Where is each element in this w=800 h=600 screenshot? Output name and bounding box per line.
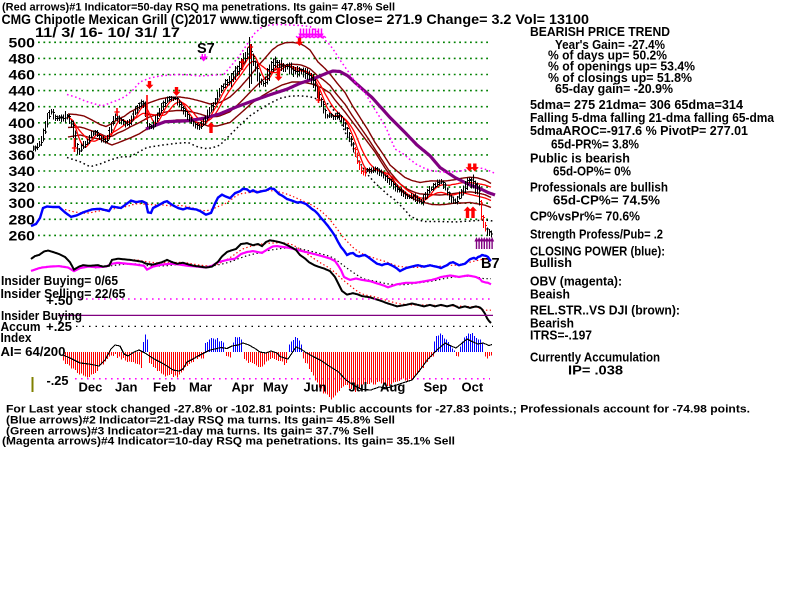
- svg-text:Jan: Jan: [115, 380, 137, 395]
- svg-text:65d-CP%= 74.5%: 65d-CP%= 74.5%: [553, 193, 660, 208]
- svg-text:(Magenta arrows)#4 Indicator=1: (Magenta arrows)#4 Indicator=10-day RSQ …: [2, 436, 455, 448]
- svg-text:Beaish: Beaish: [530, 287, 570, 302]
- svg-text:460: 460: [9, 68, 36, 83]
- svg-text:Dec: Dec: [79, 380, 103, 395]
- svg-text:Public is bearish: Public is bearish: [530, 151, 630, 166]
- svg-text:Professionals are bullish: Professionals are bullish: [530, 180, 668, 195]
- svg-text:% of openings up= 53.4%: % of openings up= 53.4%: [548, 59, 695, 74]
- svg-text:Currently Accumulation: Currently Accumulation: [530, 350, 660, 365]
- svg-text:Bullish: Bullish: [530, 255, 572, 270]
- svg-text:500: 500: [9, 35, 36, 50]
- svg-text:380: 380: [9, 132, 36, 147]
- svg-text:Strength Profess/Pub= .2: Strength Profess/Pub= .2: [530, 227, 663, 242]
- svg-text:Insider Selling= 22/65: Insider Selling= 22/65: [1, 287, 126, 301]
- svg-text:OBV (magenta):: OBV (magenta):: [530, 274, 622, 289]
- svg-text:5dma= 275 21dma= 306 65dma=314: 5dma= 275 21dma= 306 65dma=314: [530, 97, 744, 112]
- svg-text:11/ 3/ 16- 10/ 31/ 17: 11/ 3/ 16- 10/ 31/ 17: [35, 25, 180, 40]
- svg-text:B7: B7: [481, 256, 500, 272]
- svg-text:Year's Gain= -27.4%: Year's Gain= -27.4%: [555, 37, 665, 52]
- svg-text:Jul: Jul: [349, 380, 368, 395]
- svg-text:IP= .038: IP= .038: [568, 363, 623, 378]
- svg-text:BEARISH PRICE TREND: BEARISH PRICE TREND: [530, 24, 670, 39]
- svg-text:ITRS=-.197: ITRS=-.197: [530, 328, 592, 343]
- svg-text:Accum: Accum: [1, 320, 41, 334]
- svg-text:% of closings up= 51.8%: % of closings up= 51.8%: [548, 70, 692, 85]
- svg-text:CLOSING POWER (blue):: CLOSING POWER (blue):: [530, 244, 665, 259]
- svg-text:CMG Chipotle Mexican Grill: CMG Chipotle Mexican Grill (C)2017 www.t…: [2, 12, 333, 27]
- svg-text:Insider Buying= 0/65: Insider Buying= 0/65: [1, 274, 118, 288]
- svg-text:+.25: +.25: [46, 319, 72, 334]
- svg-text:For Last year stock changed -2: For Last year stock changed -27.8% or -1…: [6, 404, 750, 416]
- svg-text:Apr: Apr: [232, 380, 254, 395]
- svg-text:320: 320: [9, 180, 36, 195]
- svg-text:480: 480: [9, 51, 36, 66]
- svg-text:65-day gain= -20.9%: 65-day gain= -20.9%: [555, 81, 673, 96]
- svg-text:Index: Index: [1, 331, 32, 345]
- svg-text:-.25: -.25: [47, 373, 69, 388]
- svg-text:Feb: Feb: [153, 380, 176, 395]
- svg-text:65d-PR%= 3.8%: 65d-PR%= 3.8%: [551, 137, 639, 152]
- svg-text:May: May: [263, 380, 289, 395]
- svg-text:440: 440: [9, 84, 36, 99]
- svg-text:360: 360: [9, 148, 36, 163]
- svg-text:280: 280: [9, 212, 36, 227]
- svg-text:Oct: Oct: [462, 380, 484, 395]
- svg-text:Aug: Aug: [380, 380, 405, 395]
- svg-text:(Green arrows)#3 Indicator=21-: (Green arrows)#3 Indicator=21-day ma tur…: [6, 426, 374, 438]
- svg-text:Sep: Sep: [424, 380, 448, 395]
- svg-text:420: 420: [9, 100, 36, 115]
- svg-text:Bearish: Bearish: [530, 316, 574, 331]
- svg-text:65d-OP%= 0%: 65d-OP%= 0%: [553, 164, 631, 179]
- svg-text:% of days up= 50.2%: % of days up= 50.2%: [548, 48, 667, 63]
- svg-text:340: 340: [9, 164, 36, 179]
- svg-text:(Blue arrows)#2 Indicator=21-d: (Blue arrows)#2 Indicator=21-day RSQ ma …: [6, 415, 395, 427]
- svg-text:Insider Buying: Insider Buying: [1, 309, 82, 323]
- svg-text:REL.STR..VS DJI (brown):: REL.STR..VS DJI (brown):: [530, 303, 680, 318]
- svg-text:S7: S7: [197, 41, 215, 57]
- svg-text:CP%vsPr%= 70.6%: CP%vsPr%= 70.6%: [530, 209, 640, 224]
- svg-text:Close= 271.9 Change= 3.2 Vol: Close= 271.9 Change= 3.2 Vol= 13100: [335, 12, 589, 27]
- svg-text:+.50: +.50: [46, 293, 73, 308]
- svg-text:Mar: Mar: [189, 380, 212, 395]
- svg-text:Jun: Jun: [304, 380, 327, 395]
- svg-text:5dmaAROC=-917.6 % PivotP= 277: 5dmaAROC=-917.6 % PivotP= 277.01: [530, 123, 748, 138]
- svg-text:AI= 64/200: AI= 64/200: [1, 344, 66, 359]
- svg-text:(Red arrows)#1 Indicator=50-da: (Red arrows)#1 Indicator=50-day RSQ ma p…: [2, 2, 395, 14]
- svg-text:400: 400: [9, 116, 36, 131]
- svg-text:260: 260: [9, 228, 36, 243]
- svg-text:300: 300: [9, 196, 36, 211]
- svg-text:Falling 5-dma falling 21-dma f: Falling 5-dma falling 21-dma falling 65-…: [530, 110, 775, 125]
